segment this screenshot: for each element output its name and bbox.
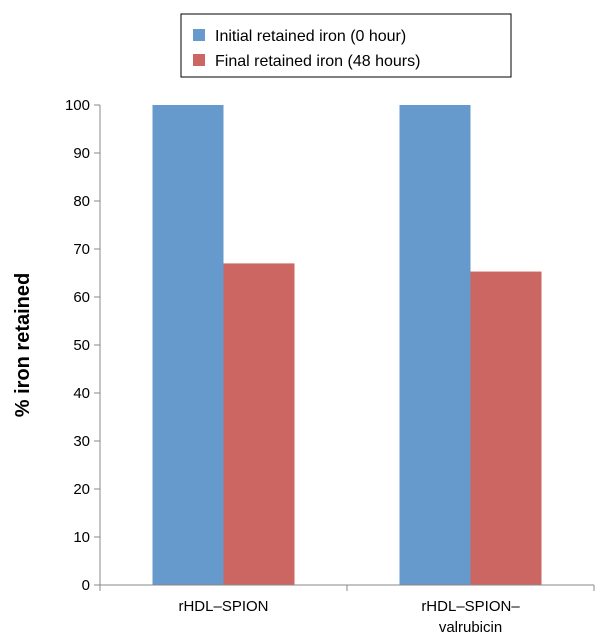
y-tick-label: 80: [73, 193, 90, 210]
y-axis-label: % iron retained: [12, 273, 34, 417]
y-tick-label: 90: [73, 145, 90, 162]
legend-label-final: Final retained iron (48 hours): [215, 53, 420, 70]
y-tick-label: 40: [73, 385, 90, 402]
bars: [152, 105, 542, 585]
bar-initial-2: [399, 105, 471, 585]
bar-final-2: [470, 271, 542, 585]
y-tick-label: 100: [65, 97, 90, 114]
y-tick-label: 60: [73, 289, 90, 306]
x-axis-labels: rHDL–SPION rHDL–SPION– valrubicin: [178, 598, 520, 636]
x-category-label: rHDL–SPION: [178, 598, 268, 615]
legend-box: [180, 13, 512, 78]
legend-swatch-final: [193, 54, 205, 66]
bar-initial-1: [152, 105, 224, 585]
legend: Initial retained iron (0 hour) Final ret…: [180, 13, 512, 78]
legend-swatch-initial: [193, 29, 205, 41]
y-tick-label: 50: [73, 337, 90, 354]
x-category-label: rHDL–SPION– valrubicin: [421, 598, 520, 636]
bar-final-1: [223, 263, 295, 585]
y-tick-label: 20: [73, 481, 90, 498]
axes: [99, 105, 595, 591]
y-axis-ticks: 0 10 20 30 40 50 60 70 80 90 100: [65, 97, 100, 594]
y-tick-label: 70: [73, 241, 90, 258]
y-tick-label: 0: [82, 577, 90, 594]
y-tick-label: 30: [73, 433, 90, 450]
y-tick-label: 10: [73, 529, 90, 546]
legend-label-initial: Initial retained iron (0 hour): [215, 28, 406, 45]
